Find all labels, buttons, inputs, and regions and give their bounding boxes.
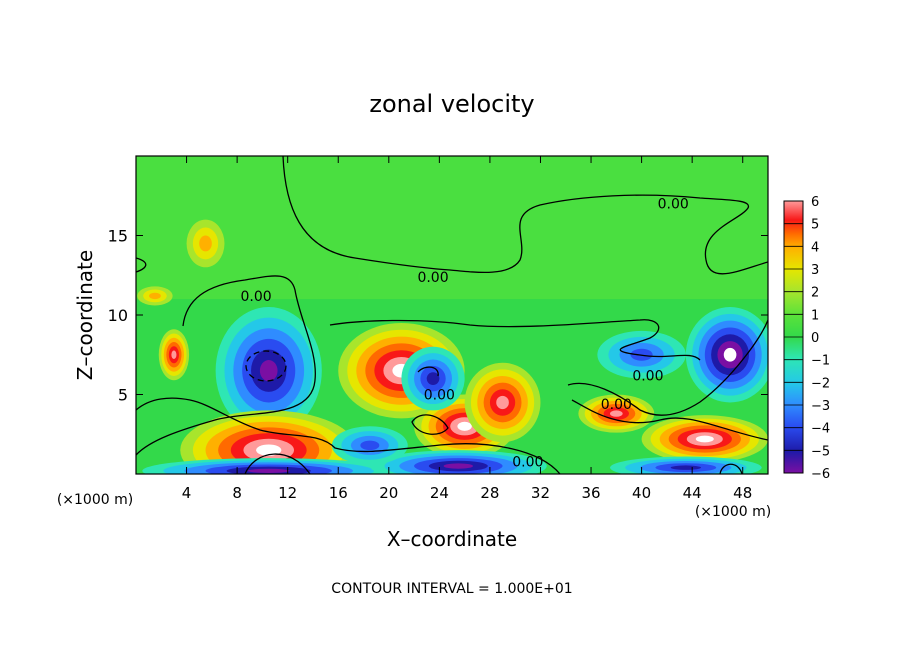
- colorbar-tick-label: 4: [811, 240, 819, 255]
- chart-title: zonal velocity: [369, 90, 534, 118]
- contour-line: [136, 275, 316, 456]
- heatmap-feature: [199, 235, 212, 252]
- colorbar-tick-label: −6: [811, 467, 830, 482]
- heatmap-feature: [256, 444, 282, 456]
- contour-line: [245, 350, 287, 382]
- heatmap-feature: [443, 463, 474, 469]
- y-tick-label: 5: [118, 386, 128, 405]
- x-tick-label: 28: [480, 484, 499, 502]
- contour-line: [282, 156, 768, 275]
- contour-line: [719, 463, 743, 474]
- x-tick-label: 44: [683, 484, 702, 502]
- contour-label: 0.00: [424, 388, 455, 404]
- colorbar-tick-label: 5: [811, 218, 819, 233]
- x-tick-label: 36: [581, 484, 600, 502]
- contour-line: [136, 257, 147, 273]
- colorbar-tick-label: −5: [811, 444, 830, 459]
- y-axis-ticks: 5 10 15: [108, 227, 768, 405]
- heatmap-field: [136, 156, 768, 474]
- x-axis-ticks: 4 8 12 16 20 24 28 32 36 40 44 48: [182, 156, 752, 502]
- x-axis-unit-right: (×1000 m): [695, 504, 771, 520]
- contour-line: [411, 414, 449, 435]
- plot-area: 0.000.000.000.000.000.000.00 4 8 12 16 20 24 2…: [108, 155, 769, 502]
- colorbar-tick-label: −1: [811, 354, 830, 369]
- contour-line: [329, 319, 701, 361]
- x-tick-label: 40: [632, 484, 651, 502]
- colorbar-tick-label: −2: [811, 376, 830, 391]
- contour-line: [417, 366, 439, 377]
- contour-label: 0.00: [632, 368, 663, 384]
- heatmap-feature: [171, 350, 177, 359]
- colorbar-tick-label: 0: [811, 331, 819, 346]
- colorbar-tick-label: 2: [811, 286, 819, 301]
- contour-line: [136, 397, 561, 474]
- contour-labels: 0.000.000.000.000.000.000.00: [240, 197, 688, 471]
- contour-label: 0.00: [240, 289, 271, 305]
- x-tick-label: 12: [278, 484, 297, 502]
- heatmap-feature: [360, 440, 380, 451]
- colorbar: 6 5 4 3 2 1 0 −1 −2 −3 −4 −5 −6: [783, 195, 830, 482]
- contour-label: 0.00: [658, 197, 689, 213]
- colorbar-tick-label: 6: [811, 195, 819, 210]
- contour-label: 0.00: [512, 454, 543, 470]
- x-tick-label: 20: [379, 484, 398, 502]
- colorbar-ticks: 6 5 4 3 2 1 0 −1 −2 −3 −4 −5 −6: [784, 195, 830, 482]
- colorbar-tick-label: −4: [811, 422, 830, 437]
- y-axis-label: Z–coordinate: [73, 250, 97, 380]
- colorbar-tick-label: 3: [811, 263, 819, 278]
- x-axis-label: X–coordinate: [387, 527, 517, 551]
- heatmap-feature: [457, 421, 472, 431]
- x-tick-label: 32: [531, 484, 550, 502]
- contour-label: 0.00: [601, 397, 632, 413]
- contour-interval-note: CONTOUR INTERVAL = 1.000E+01: [331, 581, 572, 597]
- contour-line: [571, 399, 768, 441]
- heatmap-feature: [695, 435, 714, 443]
- contour-line: [244, 453, 311, 474]
- heatmap-feature: [723, 347, 737, 362]
- colorbar-tick-label: 1: [811, 308, 819, 323]
- x-axis-unit: (×1000 m): [57, 492, 133, 508]
- heatmap-feature: [496, 395, 509, 410]
- x-tick-label: 8: [232, 484, 242, 502]
- contour-line: [567, 319, 768, 416]
- heatmap-feature: [149, 292, 161, 300]
- x-tick-label: 24: [430, 484, 449, 502]
- heatmap-feature: [610, 410, 623, 417]
- heatmap-feature: [670, 465, 702, 470]
- heatmap-feature: [247, 468, 290, 473]
- x-tick-label: 16: [329, 484, 348, 502]
- heatmap-upper-band: [136, 156, 768, 300]
- x-tick-label: 4: [182, 484, 192, 502]
- x-tick-label: 48: [733, 484, 752, 502]
- y-tick-label: 15: [108, 227, 128, 246]
- contour-lines: [136, 156, 768, 474]
- heatmap-feature: [259, 360, 278, 382]
- heatmap-feature: [426, 372, 440, 385]
- colorbar-tick-label: −3: [811, 399, 830, 414]
- contour-label: 0.00: [417, 270, 448, 286]
- y-tick-label: 10: [108, 306, 128, 325]
